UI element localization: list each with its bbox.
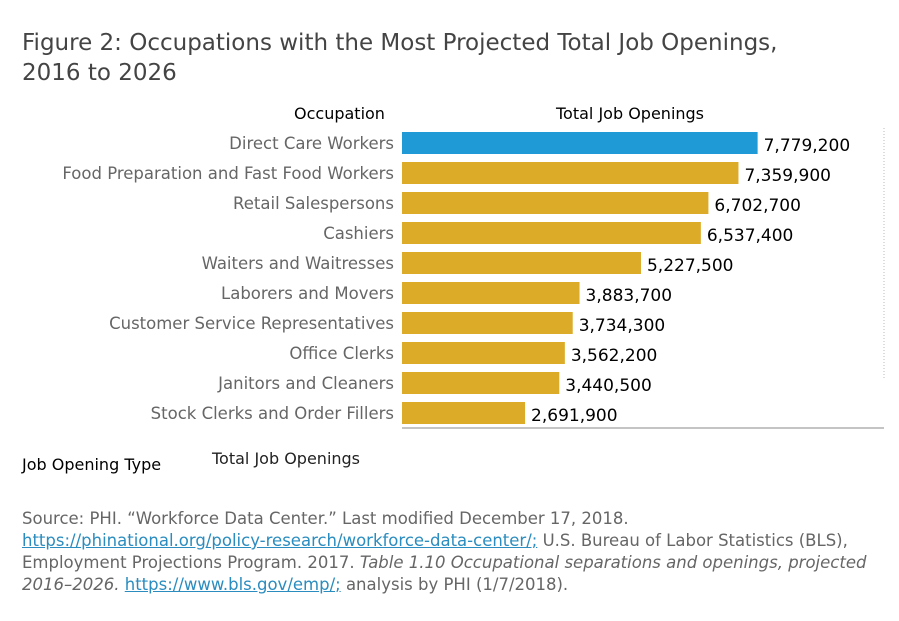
occupation-column-header: Occupation xyxy=(294,104,385,123)
source-suffix: analysis by PHI (1/7/2018). xyxy=(340,575,569,594)
category-label: Laborers and Movers xyxy=(221,284,394,303)
value-label: 3,562,200 xyxy=(571,346,658,366)
category-label: Direct Care Workers xyxy=(229,134,394,153)
bar xyxy=(402,222,701,244)
bar xyxy=(402,372,560,394)
phi-link[interactable]: https://phinational.org/policy-research/… xyxy=(22,531,538,550)
value-label: 2,691,900 xyxy=(531,406,618,426)
source-note: Source: PHI. “Workforce Data Center.” La… xyxy=(22,508,892,596)
category-label: Janitors and Cleaners xyxy=(217,374,394,393)
value-label: 7,359,900 xyxy=(744,166,831,186)
legend-title: Job Opening Type xyxy=(22,455,162,474)
bar xyxy=(402,402,526,424)
bar-chart: Direct Care Workers 7,779,200 Food Prepara… xyxy=(62,128,885,429)
openings-column-header: Total Job Openings xyxy=(556,104,705,123)
bar xyxy=(402,162,739,184)
bar xyxy=(402,342,565,364)
category-label: Retail Salespersons xyxy=(233,194,394,213)
category-label: Office Clerks xyxy=(289,344,394,363)
bar xyxy=(402,252,641,274)
bar xyxy=(402,282,580,304)
chart-title: Figure 2: Occupations with the Most Proj… xyxy=(22,28,882,88)
chart-title-line2: 2016 to 2026 xyxy=(22,60,177,86)
value-label: 5,227,500 xyxy=(647,256,734,276)
bar xyxy=(402,192,709,214)
source-prefix: Source: PHI. “Workforce Data Center.” La… xyxy=(22,509,629,528)
bls-link[interactable]: https://www.bls.gov/emp/; xyxy=(124,575,341,594)
value-label: 6,702,700 xyxy=(714,196,801,216)
bar xyxy=(402,132,758,154)
bar xyxy=(402,312,573,334)
value-label: 3,734,300 xyxy=(579,316,666,336)
source-mid: U.S. Bureau of Labor Statistics (BLS), E… xyxy=(22,531,848,572)
source-table-title: Table 1.10 Occupational separations and … xyxy=(22,553,867,594)
legend-item: Total Job Openings xyxy=(212,449,361,468)
category-label: Stock Clerks and Order Fillers xyxy=(151,404,394,423)
value-label: 3,440,500 xyxy=(565,376,652,396)
category-label: Food Preparation and Fast Food Workers xyxy=(62,164,394,183)
category-label: Cashiers xyxy=(323,224,394,243)
value-label: 6,537,400 xyxy=(707,226,794,246)
chart-title-line1: Figure 2: Occupations with the Most Proj… xyxy=(22,30,778,56)
category-label: Waiters and Waitresses xyxy=(202,254,394,273)
value-label: 7,779,200 xyxy=(764,136,851,156)
category-label: Customer Service Representatives xyxy=(109,314,394,333)
value-label: 3,883,700 xyxy=(586,286,673,306)
